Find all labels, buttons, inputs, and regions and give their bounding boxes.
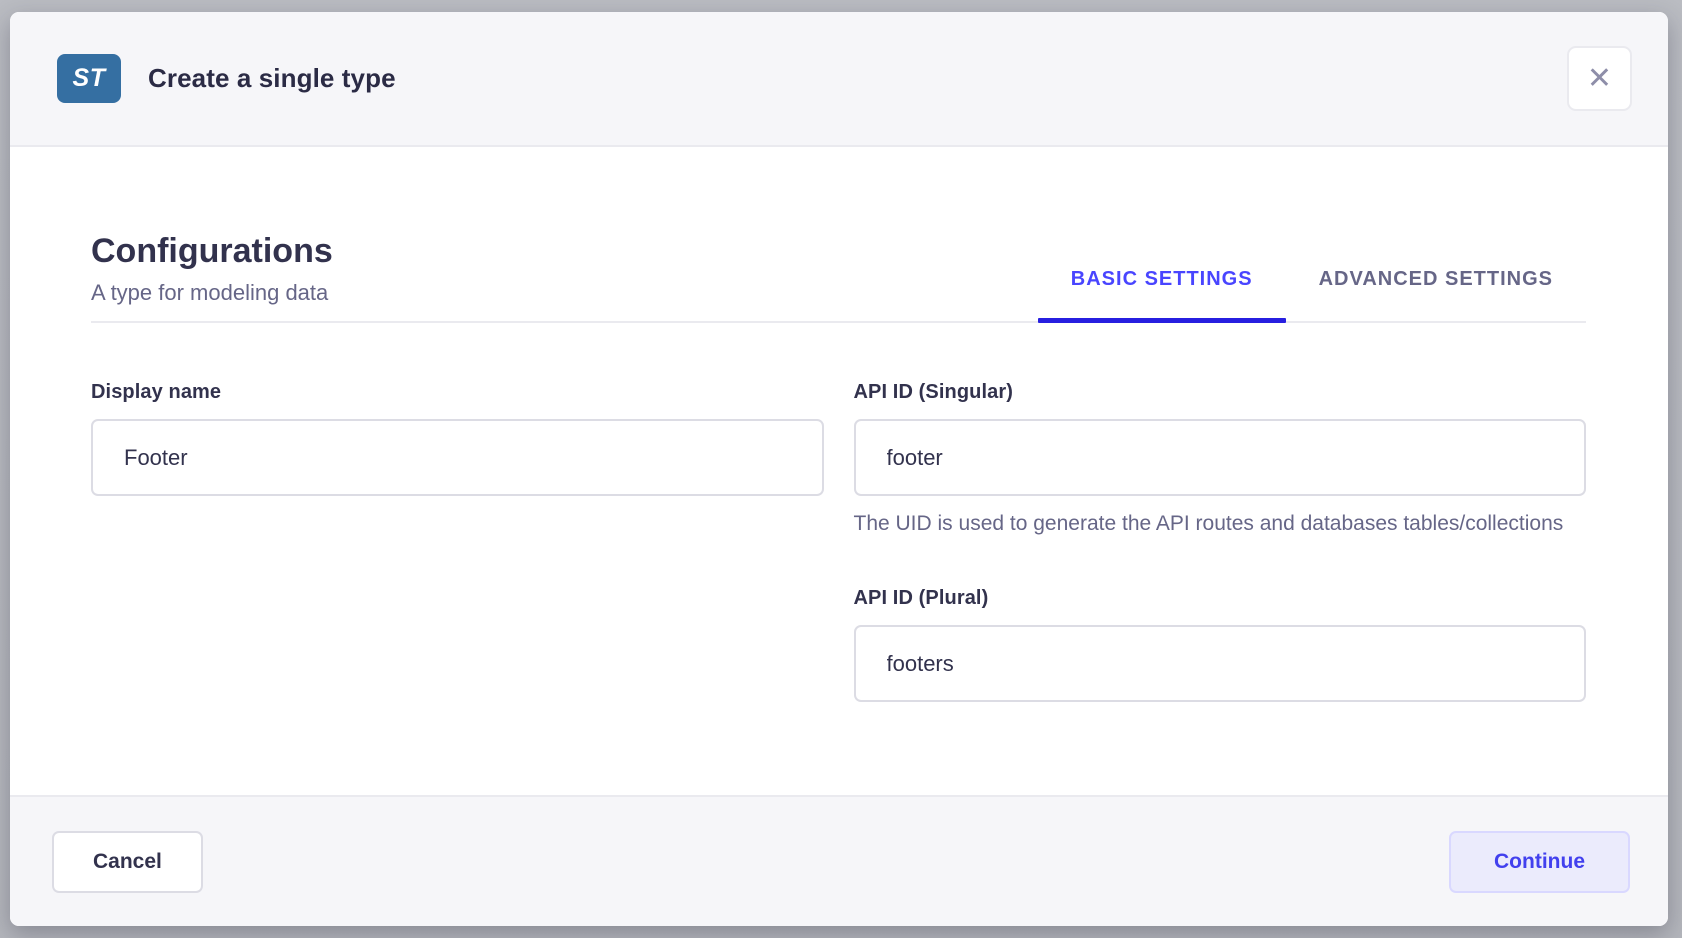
modal-title: Create a single type [148, 63, 396, 93]
single-type-badge-label: ST [72, 64, 106, 92]
settings-tabs: BASIC SETTINGS ADVANCED SETTINGS [1037, 268, 1586, 323]
single-type-badge-icon: ST [57, 54, 121, 103]
configuration-form: Display name API ID (Singular) The UID i… [91, 381, 1586, 702]
tab-advanced-settings[interactable]: ADVANCED SETTINGS [1318, 268, 1553, 290]
api-id-singular-input[interactable] [853, 419, 1586, 496]
modal-body: Configurations A type for modeling data … [10, 147, 1668, 795]
api-id-singular-field: API ID (Singular) The UID is used to gen… [853, 381, 1586, 539]
continue-button[interactable]: Continue [1449, 830, 1630, 893]
api-id-plural-label: API ID (Plural) [853, 587, 989, 609]
display-name-input[interactable] [91, 419, 824, 496]
modal-footer: Cancel Continue [10, 795, 1668, 926]
api-id-plural-input[interactable] [853, 625, 1586, 702]
cancel-button[interactable]: Cancel [52, 830, 203, 893]
configurations-heading-block: Configurations A type for modeling data [91, 231, 333, 321]
api-id-column: API ID (Singular) The UID is used to gen… [853, 381, 1586, 702]
api-id-singular-label: API ID (Singular) [853, 381, 1013, 403]
close-icon: ✕ [1586, 60, 1613, 96]
api-id-singular-helper: The UID is used to generate the API rout… [853, 512, 1564, 535]
close-button[interactable]: ✕ [1567, 46, 1632, 111]
modal-header: ST Create a single type ✕ [10, 12, 1668, 147]
api-id-plural-field: API ID (Plural) [853, 587, 1586, 702]
tab-basic-settings[interactable]: BASIC SETTINGS [1037, 268, 1286, 323]
section-subtitle: A type for modeling data [91, 280, 329, 305]
configurations-header-row: Configurations A type for modeling data … [91, 231, 1586, 323]
create-single-type-modal: ST Create a single type ✕ Configurations… [10, 12, 1668, 926]
display-name-label: Display name [91, 381, 222, 403]
section-heading: Configurations [91, 232, 333, 270]
display-name-field: Display name [91, 381, 824, 702]
